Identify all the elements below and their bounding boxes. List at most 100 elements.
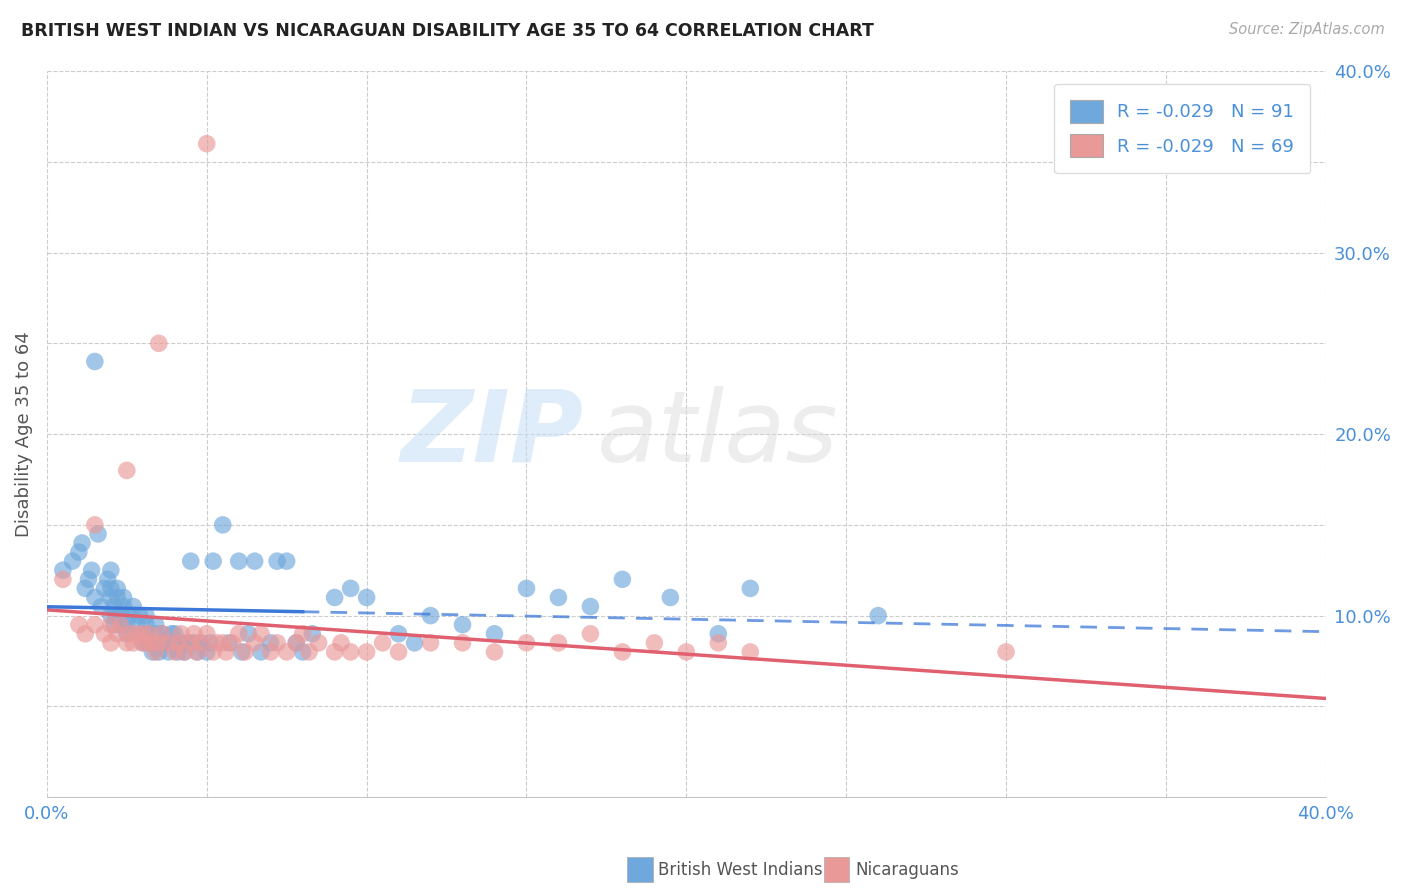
Point [138, 627, 160, 641]
Point [233, 645, 256, 659]
Point [330, 636, 353, 650]
Point [157, 645, 180, 659]
Point [83, 617, 105, 632]
Point [515, 636, 537, 650]
Point [419, 608, 441, 623]
Point [202, 645, 225, 659]
Point [138, 627, 160, 641]
Point [135, 617, 157, 632]
Point [115, 463, 138, 477]
Point [218, 636, 240, 650]
Point [115, 636, 138, 650]
Point [115, 627, 138, 641]
Point [80, 563, 103, 577]
Point [323, 645, 346, 659]
Point [868, 608, 890, 623]
Point [675, 645, 697, 659]
Point [75, 627, 97, 641]
Point [740, 645, 762, 659]
Point [228, 554, 250, 568]
Point [243, 636, 266, 650]
Point [110, 617, 132, 632]
Point [707, 636, 730, 650]
Point [83, 354, 105, 368]
Point [148, 636, 170, 650]
Point [547, 636, 569, 650]
Point [291, 645, 314, 659]
Point [266, 554, 288, 568]
Point [112, 599, 135, 614]
Point [579, 627, 602, 641]
Point [153, 636, 176, 650]
Point [176, 636, 198, 650]
Point [173, 645, 195, 659]
Text: British West Indians: British West Indians [658, 861, 823, 879]
Legend: R = -0.029   N = 91, R = -0.029   N = 69: R = -0.029 N = 91, R = -0.029 N = 69 [1054, 84, 1310, 173]
Point [387, 627, 409, 641]
Point [115, 617, 138, 632]
Point [52, 563, 75, 577]
Point [186, 645, 208, 659]
Point [145, 627, 167, 641]
Point [202, 554, 225, 568]
Point [276, 554, 298, 568]
Point [547, 591, 569, 605]
Point [122, 599, 145, 614]
Point [195, 627, 218, 641]
Point [183, 636, 205, 650]
Point [93, 627, 115, 641]
Point [105, 582, 128, 596]
Point [198, 636, 221, 650]
Point [148, 636, 170, 650]
Point [339, 645, 361, 659]
Point [250, 645, 273, 659]
Point [132, 636, 155, 650]
Point [195, 136, 218, 151]
Point [100, 591, 122, 605]
Point [157, 636, 180, 650]
Point [250, 627, 273, 641]
Point [211, 636, 233, 650]
Point [141, 636, 163, 650]
Point [266, 636, 288, 650]
Point [356, 645, 378, 659]
Point [298, 645, 321, 659]
Point [100, 617, 122, 632]
Point [323, 591, 346, 605]
Point [148, 336, 170, 351]
Point [83, 517, 105, 532]
Point [110, 608, 132, 623]
Point [170, 636, 193, 650]
Point [211, 517, 233, 532]
Point [643, 636, 665, 650]
Point [128, 608, 150, 623]
Point [67, 617, 90, 632]
Point [157, 636, 180, 650]
Point [484, 627, 506, 641]
Point [118, 627, 141, 641]
Point [371, 636, 394, 650]
Point [93, 582, 115, 596]
Point [163, 636, 186, 650]
Point [97, 572, 120, 586]
Point [77, 572, 100, 586]
Text: BRITISH WEST INDIAN VS NICARAGUAN DISABILITY AGE 35 TO 64 CORRELATION CHART: BRITISH WEST INDIAN VS NICARAGUAN DISABI… [21, 22, 875, 40]
Point [125, 627, 148, 641]
Point [132, 636, 155, 650]
Point [215, 645, 238, 659]
Point [276, 645, 298, 659]
Point [515, 582, 537, 596]
Point [612, 645, 634, 659]
Point [740, 582, 762, 596]
Point [195, 645, 218, 659]
Point [285, 636, 308, 650]
Point [103, 617, 125, 632]
Point [110, 617, 132, 632]
Point [238, 627, 260, 641]
Point [138, 636, 160, 650]
Point [100, 563, 122, 577]
Point [62, 554, 84, 568]
Y-axis label: Disability Age 35 to 64: Disability Age 35 to 64 [15, 331, 32, 537]
Text: ZIP: ZIP [401, 385, 583, 483]
Point [419, 636, 441, 650]
